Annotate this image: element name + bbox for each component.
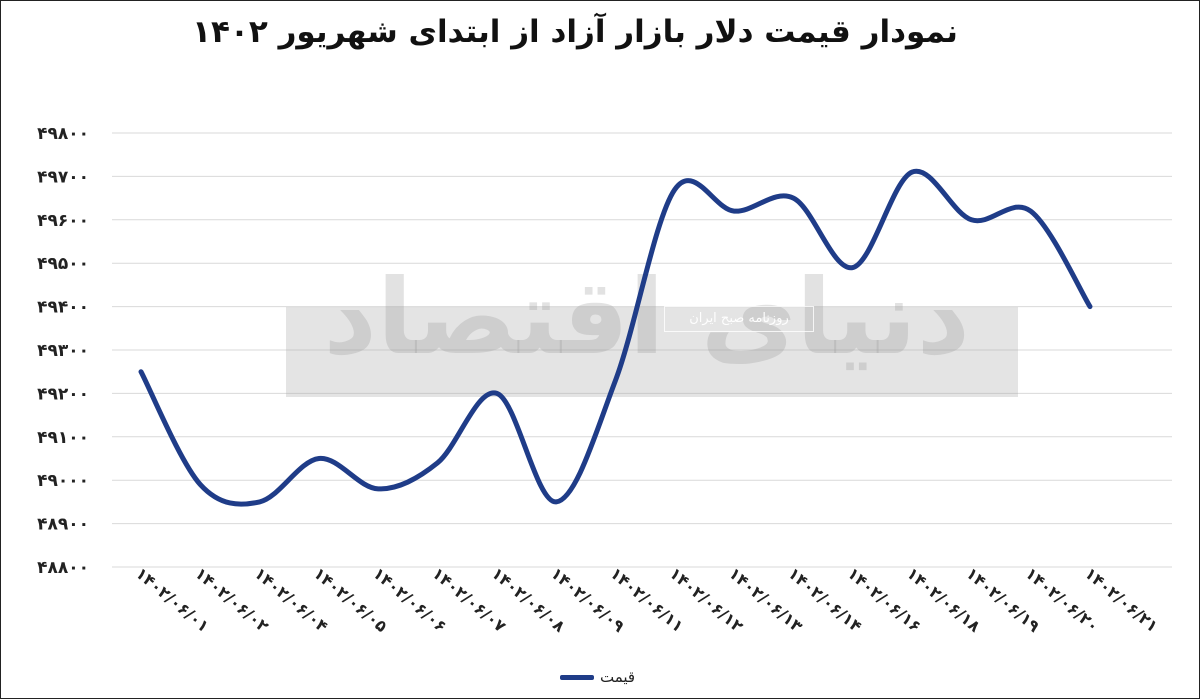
y-tick-label: ۴۹۸۰۰	[37, 124, 89, 144]
legend-swatch	[560, 674, 594, 680]
watermark-band	[286, 307, 1018, 397]
y-tick-label: ۴۹۴۰۰	[37, 298, 89, 318]
legend: قیمت	[560, 666, 635, 688]
y-tick-label: ۴۹۶۰۰	[37, 211, 89, 231]
chart-title: نمودار قیمت دلار بازار آزاد از ابتدای شه…	[192, 14, 958, 50]
y-axis-ticks: ۴۸۸۰۰ ۴۸۹۰۰ ۴۹۰۰۰ ۴۹۱۰۰ ۴۹۲۰۰ ۴۹۳۰۰ ۴۹۴۰۰ ۴۹۵۰۰…	[37, 124, 89, 578]
y-tick-label: ۴۹۷۰۰	[37, 167, 89, 187]
y-tick-label: ۴۹۱۰۰	[37, 428, 89, 448]
y-tick-label: ۴۸۹۰۰	[37, 515, 89, 535]
series-line	[138, 168, 1093, 507]
y-tick-label: ۴۹۲۰۰	[37, 384, 89, 404]
y-tick-label: ۴۹۳۰۰	[37, 341, 89, 361]
y-tick-label: ۴۹۵۰۰	[37, 254, 89, 274]
y-tick-label: ۴۹۰۰۰	[37, 471, 89, 491]
y-tick-label: ۴۸۸۰۰	[37, 558, 89, 578]
watermark-subtitle: روزنامه صبح ایران	[664, 306, 814, 332]
legend-label: قیمت	[600, 668, 636, 686]
